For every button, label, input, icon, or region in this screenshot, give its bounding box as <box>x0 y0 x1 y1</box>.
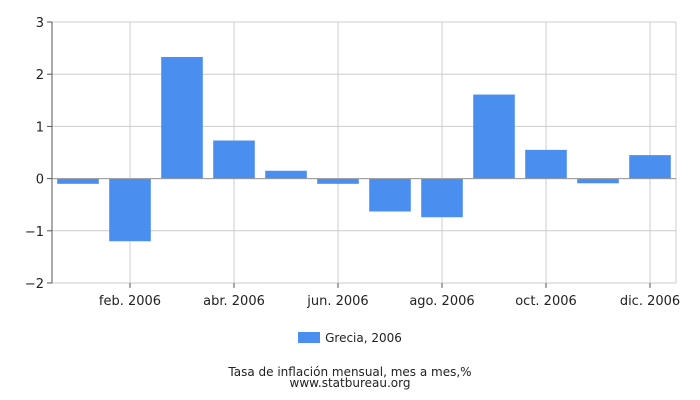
x-tick-label: feb. 2006 <box>99 294 161 309</box>
x-tick-label: jun. 2006 <box>306 294 368 309</box>
legend: Grecia, 2006 <box>0 331 700 345</box>
bar-sep-2006 <box>473 94 515 179</box>
bar-jul-2006 <box>369 178 411 212</box>
y-tick-label: 1 <box>36 120 44 135</box>
x-tick-label: dic. 2006 <box>620 294 680 309</box>
bars <box>57 56 671 242</box>
x-tick-label: oct. 2006 <box>515 294 577 309</box>
grid <box>52 21 677 284</box>
bar-nov-2006 <box>577 178 619 184</box>
y-tick-label: 0 <box>36 173 44 188</box>
chart-caption: Tasa de inflación mensual, mes a mes,% <box>228 365 472 379</box>
bar-oct-2006 <box>525 149 567 179</box>
y-axis-ticks: −2 −1 0 1 2 3 <box>25 16 52 292</box>
y-tick-label: 3 <box>36 16 44 31</box>
bar-ene-2006 <box>57 178 99 184</box>
bar-dic-2006 <box>629 155 671 179</box>
x-tick-label: abr. 2006 <box>203 294 265 309</box>
bar-jun-2006 <box>317 178 359 184</box>
y-tick-label: 2 <box>36 68 44 83</box>
x-tick-label: ago. 2006 <box>409 294 474 309</box>
y-tick-label: −2 <box>25 277 44 292</box>
axes <box>51 22 676 283</box>
legend-swatch <box>298 332 321 343</box>
bar-abr-2006 <box>213 140 255 179</box>
y-tick-label: −1 <box>25 225 44 240</box>
bar-ago-2006 <box>421 178 463 218</box>
legend-label: Grecia, 2006 <box>325 331 402 345</box>
source-url: www.statbureau.org <box>289 376 411 390</box>
bar-may-2006 <box>265 170 307 179</box>
bar-mar-2006 <box>161 56 203 179</box>
x-axis-ticks: feb. 2006 abr. 2006 jun. 2006 ago. 2006 oct.… <box>99 283 680 309</box>
bar-feb-2006 <box>109 178 151 242</box>
